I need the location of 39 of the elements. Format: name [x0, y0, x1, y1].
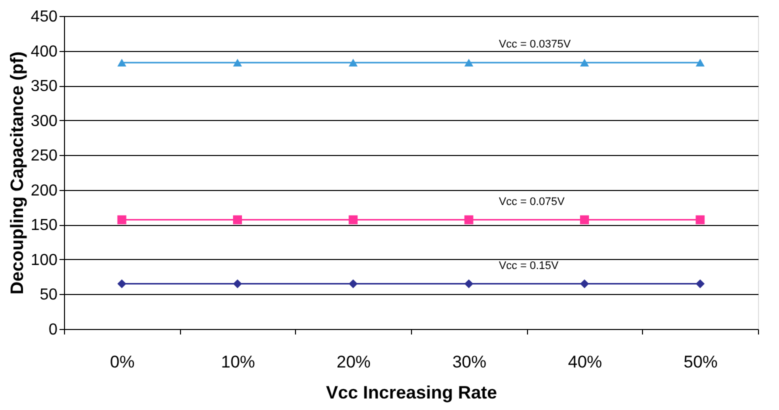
point — [233, 58, 242, 66]
x-tick-label: 50% — [684, 352, 718, 372]
point — [464, 58, 474, 66]
x-axis-title: Vcc Increasing Rate — [326, 382, 498, 402]
point — [117, 58, 126, 66]
y-tick-label: 200 — [30, 182, 58, 200]
point — [696, 58, 705, 66]
point — [233, 215, 242, 224]
point — [348, 215, 358, 224]
y-tick-label: 350 — [30, 78, 58, 96]
x-tick-label: 30% — [452, 352, 486, 372]
series-label: Vcc = 0.0375V — [498, 38, 572, 51]
point — [580, 58, 589, 66]
y-tick-label: 100 — [30, 252, 58, 269]
y-tick-label: 150 — [30, 217, 58, 234]
series-label: Vcc = 0.075V — [498, 196, 566, 208]
point — [464, 279, 474, 288]
point — [696, 215, 705, 224]
y-tick-label: 250 — [30, 148, 58, 165]
point — [580, 215, 589, 224]
y-tick-label: 400 — [30, 43, 58, 60]
y-axis-title: Decoupling Capacitance (pf) — [6, 51, 27, 295]
x-tick-label: 40% — [568, 352, 602, 372]
y-tick-label: 300 — [30, 112, 58, 130]
point — [117, 279, 126, 288]
point — [117, 215, 126, 224]
series-label: Vcc = 0.15V — [498, 260, 560, 272]
point — [464, 215, 474, 224]
y-tick-label: 450 — [30, 8, 58, 26]
x-tick-label: 10% — [220, 352, 256, 372]
x-tick-label: 0% — [110, 352, 135, 372]
point — [348, 279, 358, 288]
point — [348, 58, 358, 66]
point — [233, 279, 242, 288]
point — [580, 279, 589, 288]
x-tick-label: 20% — [336, 352, 371, 372]
point — [696, 279, 705, 288]
y-tick-label: 50 — [40, 286, 58, 304]
y-tick-label: 0 — [48, 322, 58, 338]
